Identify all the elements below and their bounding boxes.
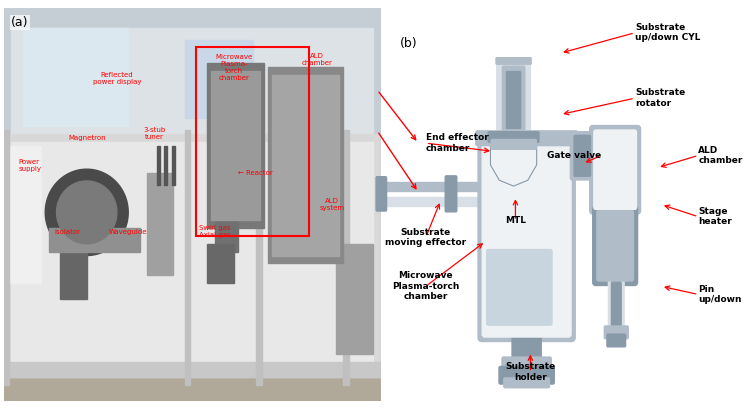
Text: Stage
heater: Stage heater (698, 207, 732, 227)
Bar (377, 197, 515, 206)
Bar (381, 130, 387, 385)
Bar (11, 142, 374, 369)
Bar (4, 165, 381, 401)
Bar (208, 63, 264, 228)
Bar (211, 71, 260, 220)
FancyBboxPatch shape (604, 326, 628, 339)
Bar (185, 130, 190, 385)
Bar (4, 130, 10, 385)
Bar (172, 146, 175, 185)
Bar (11, 28, 374, 185)
FancyBboxPatch shape (512, 335, 541, 362)
FancyBboxPatch shape (376, 177, 387, 211)
Bar (49, 228, 140, 252)
Bar (256, 130, 262, 385)
FancyBboxPatch shape (489, 132, 539, 142)
FancyBboxPatch shape (499, 366, 554, 384)
FancyBboxPatch shape (505, 184, 522, 204)
FancyBboxPatch shape (445, 176, 457, 212)
Bar (7, 146, 42, 283)
Text: Reflected
power display: Reflected power display (93, 72, 141, 85)
Bar (22, 28, 128, 126)
Text: ALD
chamber: ALD chamber (301, 53, 332, 66)
Bar (335, 244, 374, 354)
Text: Gate valve: Gate valve (547, 151, 601, 160)
FancyBboxPatch shape (574, 135, 590, 176)
Bar (185, 40, 252, 118)
Text: Power
supply: Power supply (19, 159, 42, 172)
FancyBboxPatch shape (478, 137, 575, 342)
Bar (571, 152, 575, 161)
FancyBboxPatch shape (607, 334, 625, 347)
FancyBboxPatch shape (611, 282, 621, 328)
FancyBboxPatch shape (497, 61, 530, 136)
Bar (147, 173, 173, 275)
Text: Substrate
rotator: Substrate rotator (635, 88, 685, 108)
Text: Pin
up/down: Pin up/down (698, 285, 742, 304)
Bar (344, 130, 349, 385)
FancyBboxPatch shape (476, 131, 577, 146)
FancyBboxPatch shape (503, 378, 549, 388)
Bar (61, 252, 87, 299)
Bar (4, 134, 381, 377)
Text: MTL: MTL (505, 216, 526, 225)
FancyBboxPatch shape (487, 249, 552, 325)
Text: ALD
chamber: ALD chamber (698, 146, 743, 165)
Text: (b): (b) (400, 37, 418, 50)
FancyBboxPatch shape (593, 206, 637, 285)
FancyBboxPatch shape (502, 66, 524, 132)
Bar (164, 146, 167, 185)
FancyBboxPatch shape (486, 133, 541, 144)
FancyBboxPatch shape (571, 132, 595, 180)
FancyBboxPatch shape (589, 126, 640, 214)
Bar (208, 244, 234, 283)
FancyBboxPatch shape (492, 139, 536, 149)
FancyBboxPatch shape (594, 130, 636, 209)
Text: (a): (a) (11, 16, 29, 29)
FancyBboxPatch shape (483, 142, 571, 337)
Text: Substrate
moving effector: Substrate moving effector (385, 227, 466, 247)
FancyBboxPatch shape (608, 279, 624, 330)
FancyBboxPatch shape (506, 72, 521, 128)
Text: Substrate
up/down CYL: Substrate up/down CYL (635, 23, 701, 43)
FancyBboxPatch shape (597, 211, 633, 281)
Text: Microwave
Plasma-
torch
chamber: Microwave Plasma- torch chamber (215, 54, 252, 81)
FancyBboxPatch shape (501, 175, 514, 213)
FancyBboxPatch shape (496, 58, 531, 64)
Text: 3-stub
tuner: 3-stub tuner (143, 127, 166, 140)
Text: ALD
system: ALD system (320, 198, 344, 211)
Text: Waveguide: Waveguide (109, 229, 147, 235)
Bar (4, 362, 381, 377)
Text: Swirl gas
Axial gas: Swirl gas Axial gas (199, 225, 231, 238)
Text: ← Reactor: ← Reactor (238, 170, 273, 176)
Text: Microwave
Plasma-torch
chamber: Microwave Plasma-torch chamber (392, 272, 459, 301)
Text: End effector
chamber: End effector chamber (426, 133, 489, 153)
Bar (377, 182, 515, 191)
Polygon shape (491, 125, 536, 186)
Text: Substrate
holder: Substrate holder (505, 362, 556, 382)
Bar (268, 67, 344, 263)
Bar (272, 75, 339, 256)
Polygon shape (46, 169, 128, 256)
Text: Magnetron: Magnetron (68, 135, 105, 141)
Bar (4, 8, 381, 165)
Text: Isolator: Isolator (55, 229, 81, 235)
Polygon shape (57, 181, 117, 244)
FancyBboxPatch shape (502, 357, 551, 372)
Bar (157, 146, 160, 185)
Bar (196, 47, 309, 236)
Bar (215, 220, 238, 252)
